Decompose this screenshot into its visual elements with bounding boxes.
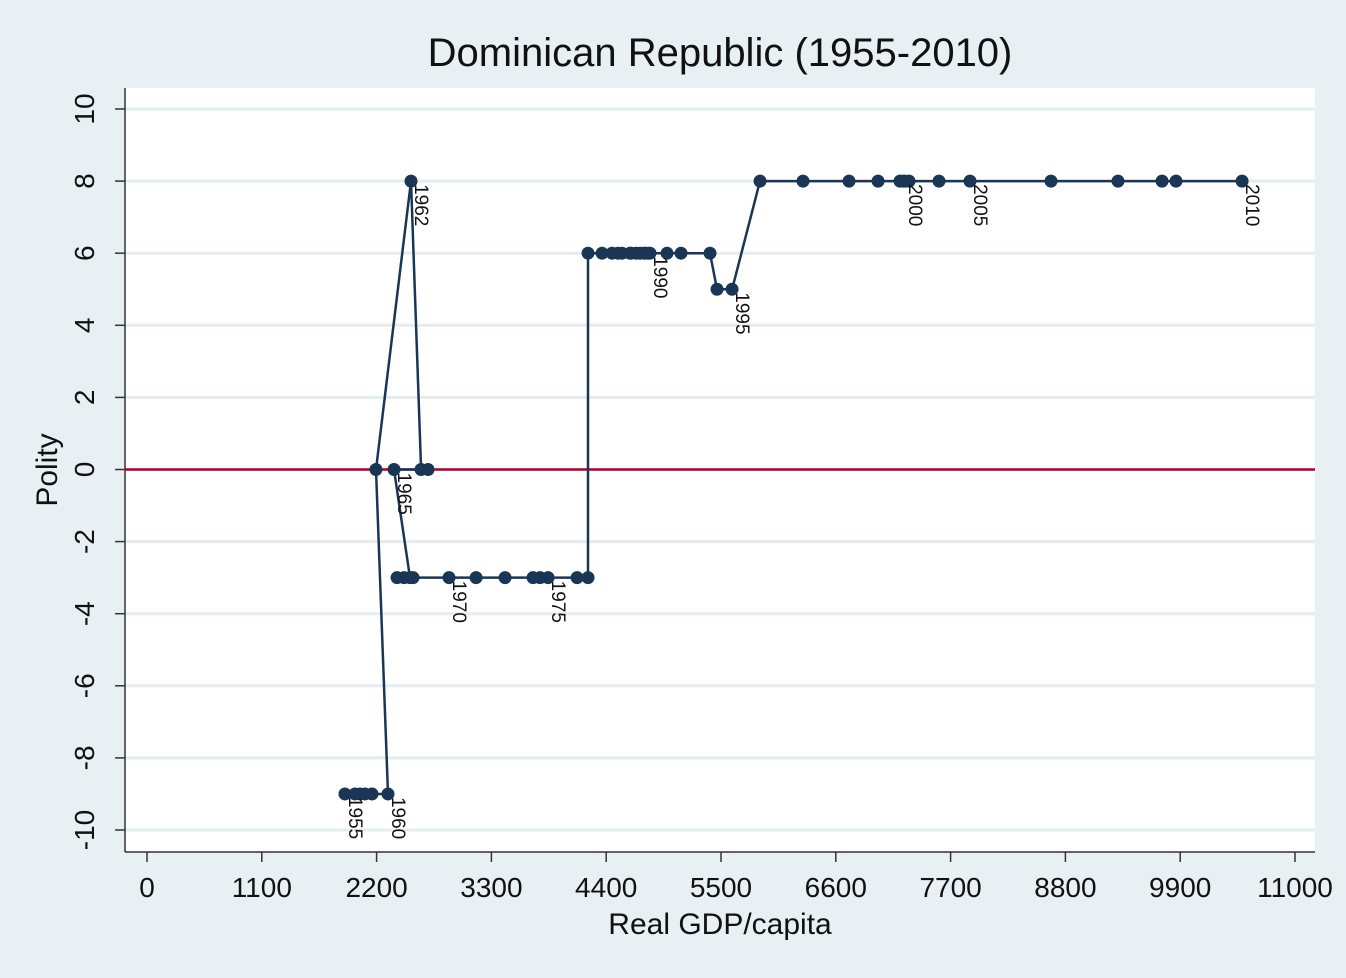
data-point-1964 (421, 463, 435, 476)
data-point-1965 (387, 463, 401, 476)
point-label-2005: 2005 (969, 184, 990, 226)
y-tick-label: -2 (69, 529, 100, 554)
y-tick-label: -4 (69, 601, 100, 626)
x-tick-label: 5500 (690, 872, 752, 903)
data-point-1972 (498, 571, 512, 585)
x-tick-label: 4400 (575, 872, 637, 903)
point-label-1990: 1990 (649, 256, 670, 298)
y-tick-label: -8 (69, 745, 100, 770)
data-point-1996 (753, 174, 767, 188)
data-point-1977 (581, 571, 595, 585)
point-label-1965: 1965 (393, 473, 414, 515)
x-tick-label: 7700 (919, 872, 981, 903)
y-tick-label: 0 (69, 462, 100, 478)
x-tick-label: 3300 (460, 872, 522, 903)
point-label-2000: 2000 (904, 184, 925, 226)
data-point-1960 (381, 787, 395, 801)
data-point-1993 (703, 246, 717, 260)
data-point-1962 (404, 174, 418, 188)
data-point-1959 (365, 787, 379, 801)
y-tick-label: -6 (69, 673, 100, 698)
data-point-1971 (469, 571, 483, 585)
data-point-1994 (710, 282, 724, 296)
data-point-2008 (1155, 174, 1169, 188)
data-point-2010 (1235, 174, 1249, 188)
point-label-1995: 1995 (731, 292, 752, 334)
x-axis-label: Real GDP/capita (608, 908, 832, 941)
x-tick-label: 6600 (805, 872, 867, 903)
data-point-1987 (623, 246, 637, 260)
point-label-1955: 1955 (344, 797, 365, 839)
data-point-1999 (871, 174, 885, 188)
axes: -10 -8 -6 -4 -2 0 2 4 6 8 10 0 1100 2200 3300 4400 5500 6… (69, 88, 1333, 903)
data-point-2003 (902, 174, 916, 188)
x-tick-label: 9900 (1149, 872, 1211, 903)
data-point-1978 (581, 246, 595, 260)
x-tick-label: 11000 (1257, 872, 1333, 903)
point-label-1962: 1962 (410, 184, 431, 226)
x-tick-label: 0 (139, 872, 155, 903)
point-label-1960: 1960 (387, 797, 408, 839)
data-point-1968 (397, 571, 411, 585)
data-point-1995 (725, 282, 739, 296)
data-point-2007 (1111, 174, 1125, 188)
data-point-1991 (660, 246, 674, 260)
y-tick-label: -10 (69, 810, 100, 850)
point-labels: 1955 1960 1962 1965 1970 1975 1990 1995 2000 2005… (344, 184, 1262, 839)
data-point-1955 (338, 787, 352, 801)
data-point-2005 (963, 174, 977, 188)
data-point-1997 (796, 174, 810, 188)
data-point-1976 (570, 571, 584, 585)
data-point-2004 (932, 174, 946, 188)
y-tick-label: 10 (69, 93, 100, 124)
data-point-1979 (595, 246, 609, 260)
data-point-2006 (1044, 174, 1058, 188)
data-point-1975 (541, 571, 555, 585)
data-point-1998 (842, 174, 856, 188)
y-tick-label: 6 (69, 245, 100, 261)
data-point-1990 (643, 246, 657, 260)
data-point-1961 (369, 463, 383, 476)
data-point-1969 (406, 571, 420, 585)
x-tick-label: 2200 (345, 872, 407, 903)
data-point-1992 (674, 246, 688, 260)
data-point-2009 (1169, 174, 1183, 188)
y-tick-label: 4 (69, 318, 100, 334)
data-point-1970 (442, 571, 456, 585)
y-tick-label: 8 (69, 173, 100, 189)
point-label-2010: 2010 (1241, 184, 1262, 226)
point-label-1975: 1975 (547, 581, 568, 623)
chart-title: Dominican Republic (1955-2010) (428, 31, 1013, 75)
y-axis-label: Polity (31, 433, 64, 506)
x-tick-label: 8800 (1034, 872, 1096, 903)
y-tick-label: 2 (69, 390, 100, 406)
data-points (338, 174, 1249, 801)
x-tick-label: 1100 (232, 872, 292, 903)
point-label-1970: 1970 (448, 581, 469, 623)
